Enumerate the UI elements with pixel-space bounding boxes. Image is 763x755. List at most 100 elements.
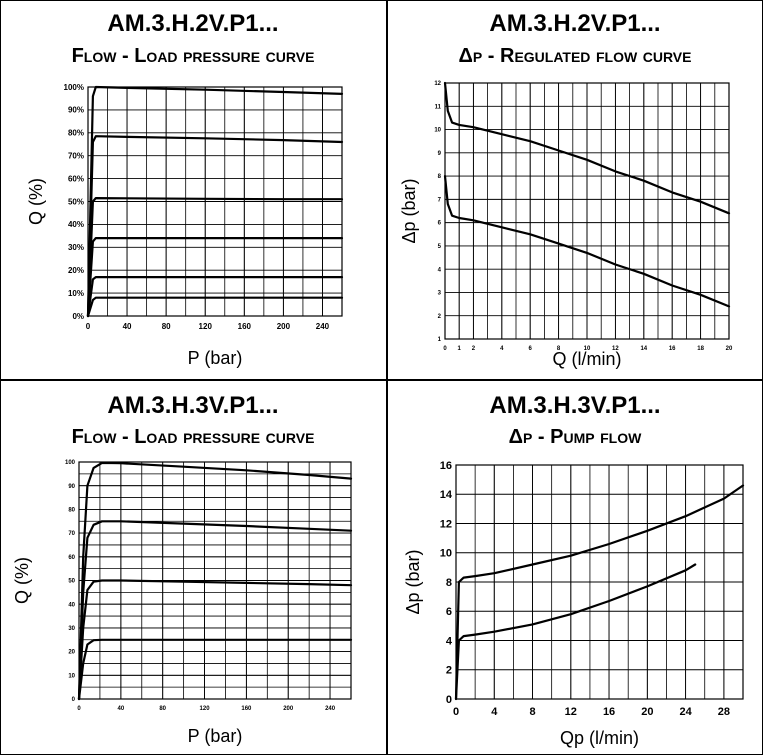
- x-tick-label: 80: [162, 322, 171, 331]
- y-tick-label: 60: [68, 555, 75, 561]
- y-tick-label: 0: [446, 694, 452, 706]
- panel-dp-regulated-flow-2v: AM.3.H.2V.P1... Δp - Regulated flow curv…: [387, 0, 763, 379]
- y-tick-label: 0: [72, 697, 76, 703]
- y-tick-label: 5: [438, 244, 442, 250]
- series-line-2: [454, 563, 697, 701]
- x-tick-label: 14: [640, 346, 647, 352]
- series-line-1: [454, 484, 745, 701]
- x-tick-label: 120: [199, 322, 213, 331]
- chart-flow-load-2v: 0 40 80 120 160 200 240 0% 10% 20% 30% 40% 50% 60% 70%…: [26, 83, 344, 368]
- series-line-1: [86, 85, 344, 318]
- panel-subtitle: Δp - Regulated flow curve: [458, 45, 692, 67]
- x-tick-label: 40: [123, 322, 132, 331]
- panel-subtitle: Flow - Load pressure curve: [71, 426, 315, 448]
- x-tick-label: 28: [718, 706, 730, 718]
- x-tick-label: 12: [612, 346, 619, 352]
- y-axis-label: Δp (bar): [399, 178, 419, 243]
- y-tick-label: 3: [438, 291, 442, 297]
- series-line-1: [443, 81, 731, 215]
- x-tick-label: 20: [641, 706, 653, 718]
- x-tick-label: 16: [669, 346, 676, 352]
- x-tick-label: 4: [491, 706, 498, 718]
- y-tick-label: 2: [446, 665, 452, 677]
- y-tick-label: 40: [68, 602, 75, 608]
- panel-title: AM.3.H.2V.P1...: [489, 10, 661, 37]
- y-tick-label: 10: [440, 548, 452, 560]
- y-tick-label: 12: [440, 518, 452, 530]
- x-tick-label: 240: [325, 706, 336, 712]
- y-tick-label: 0%: [72, 312, 84, 321]
- x-tick-label: 0: [453, 706, 459, 718]
- series-line-3: [86, 197, 344, 318]
- y-tick-label: 11: [435, 104, 442, 110]
- series-line-4: [86, 237, 344, 318]
- y-tick-label: 4: [438, 267, 442, 273]
- y-tick-label: 16: [440, 460, 452, 472]
- panel-divider-horizontal: [0, 379, 763, 381]
- x-axis-label: P (bar): [188, 348, 243, 368]
- panel-title: AM.3.H.3V.P1...: [107, 392, 279, 419]
- series-line-5: [86, 276, 344, 318]
- y-tick-label: 90: [68, 484, 75, 490]
- series-line-2: [86, 135, 344, 318]
- y-tick-label: 50%: [68, 197, 84, 206]
- x-tick-label: 2: [472, 346, 476, 352]
- x-tick-label: 8: [557, 346, 561, 352]
- y-tick-label: 8: [438, 174, 442, 180]
- y-tick-label: 10: [68, 673, 75, 679]
- y-axis-label: Q (%): [12, 557, 32, 604]
- y-tick-label: 100: [65, 460, 76, 466]
- plot-frame: [444, 82, 730, 340]
- x-axis-label: P (bar): [188, 726, 243, 746]
- y-tick-label: 6: [438, 221, 442, 227]
- panel-title: AM.3.H.2V.P1...: [107, 10, 279, 37]
- y-tick-label: 20: [68, 650, 75, 656]
- y-tick-label: 14: [440, 489, 453, 501]
- x-tick-label: 16: [603, 706, 615, 718]
- y-tick-label: 80%: [68, 129, 84, 138]
- x-tick-label: 8: [529, 706, 535, 718]
- panel-divider-vertical: [386, 0, 388, 755]
- x-tick-label: 0: [443, 346, 447, 352]
- x-tick-label: 120: [200, 706, 211, 712]
- y-tick-label: 7: [438, 197, 442, 203]
- y-tick-label: 100%: [64, 83, 84, 92]
- y-tick-label: 2: [438, 314, 442, 320]
- x-tick-label: 240: [316, 322, 330, 331]
- y-tick-label: 10%: [68, 289, 84, 298]
- y-tick-label: 60%: [68, 174, 84, 183]
- x-axis-label: Q (l/min): [553, 349, 622, 369]
- plot-frame: [87, 86, 343, 317]
- series-line-2: [77, 520, 353, 701]
- panel-subtitle: Δp - Pump flow: [508, 426, 642, 448]
- x-tick-label: 0: [77, 706, 81, 712]
- y-tick-label: 90%: [68, 106, 84, 115]
- panel-subtitle: Flow - Load pressure curve: [71, 45, 315, 67]
- panel-flow-load-3v: AM.3.H.3V.P1... Flow - Load pressure cur…: [0, 380, 386, 755]
- y-tick-label: 12: [434, 81, 441, 87]
- y-tick-label: 70: [68, 531, 75, 537]
- x-tick-label: 40: [118, 706, 125, 712]
- panel-flow-load-2v: AM.3.H.2V.P1... Flow - Load pressure cur…: [0, 0, 386, 379]
- y-tick-label: 8: [446, 577, 452, 589]
- y-tick-label: 30%: [68, 243, 84, 252]
- y-tick-label: 4: [446, 635, 453, 647]
- plot-frame: [455, 464, 744, 700]
- y-axis-label: Q (%): [26, 178, 46, 225]
- y-tick-label: 30: [68, 626, 75, 632]
- y-tick-label: 20%: [68, 266, 84, 275]
- y-tick-label: 70%: [68, 152, 84, 161]
- y-tick-label: 50: [68, 579, 75, 585]
- x-tick-label: 80: [159, 706, 166, 712]
- series-line-1: [77, 461, 353, 701]
- series-line-2: [443, 175, 731, 308]
- series-line-3: [77, 579, 353, 701]
- series-line-6: [86, 296, 344, 318]
- x-tick-label: 4: [500, 346, 504, 352]
- y-tick-label: 10: [434, 128, 441, 134]
- plot-frame: [78, 461, 352, 700]
- x-tick-label: 1: [458, 346, 462, 352]
- chart-flow-load-3v: 0 40 80 120 160 200 240 0 10 20 30 40 50 60 70 80 90 100 P…: [12, 460, 353, 746]
- panel-title: AM.3.H.3V.P1...: [489, 392, 661, 419]
